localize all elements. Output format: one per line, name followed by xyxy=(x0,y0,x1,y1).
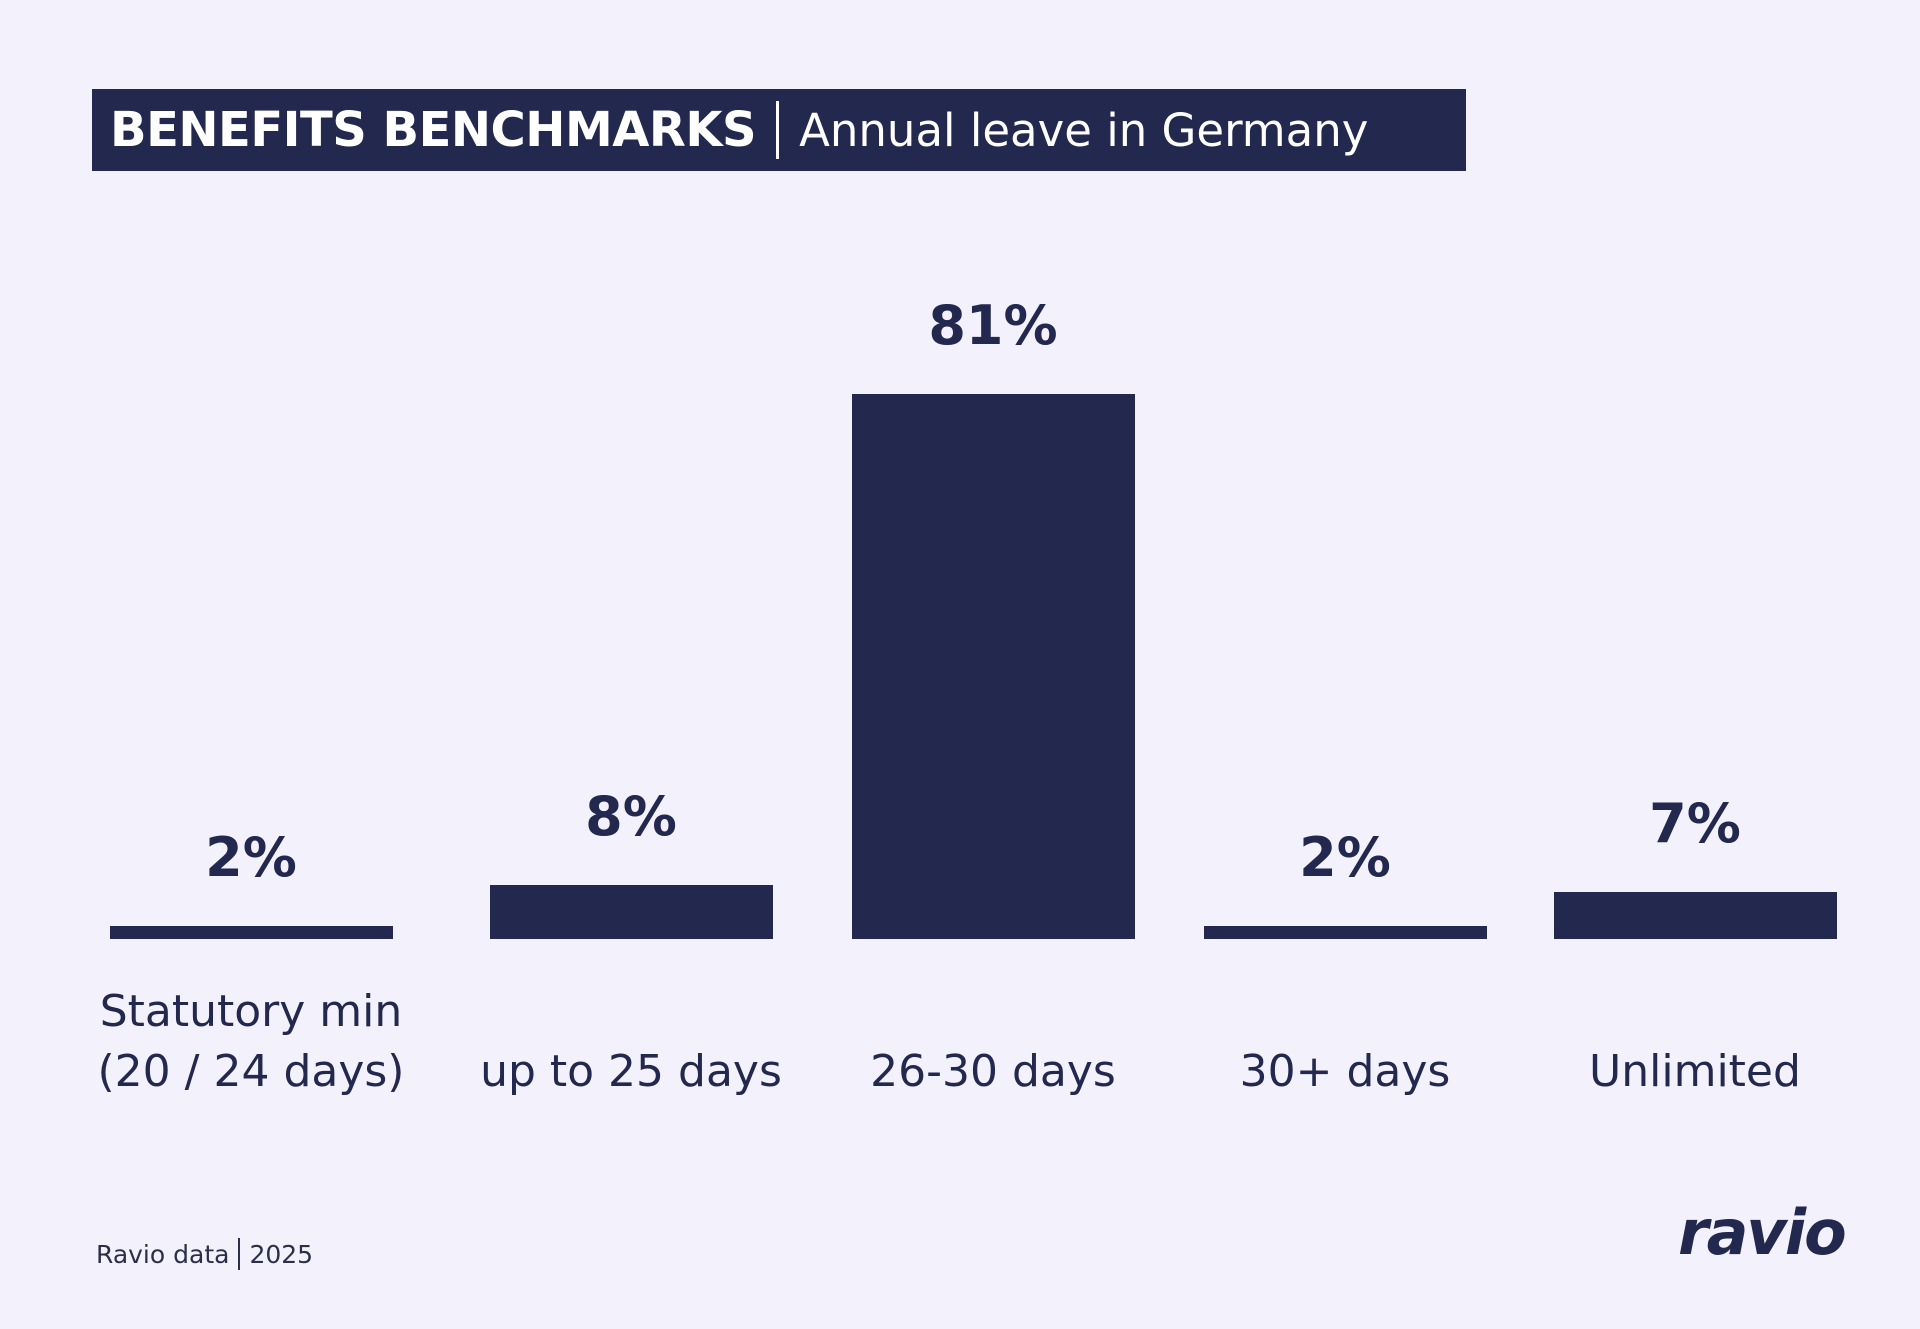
bar xyxy=(1203,925,1487,939)
value-label: 81% xyxy=(928,294,1058,357)
chart-title: BENEFITS BENCHMARKS xyxy=(110,102,757,158)
value-label: 7% xyxy=(1649,791,1741,855)
value-label: 2% xyxy=(205,825,297,889)
chart-subtitle: Annual leave in Germany xyxy=(799,103,1369,157)
source: Ravio data xyxy=(96,1239,230,1269)
year: 2025 xyxy=(249,1239,314,1269)
x-tick-label: up to 25 days xyxy=(480,1046,782,1097)
value-label: 8% xyxy=(585,785,677,849)
bar xyxy=(489,885,773,939)
x-tick-label: 26-30 days xyxy=(870,1046,1116,1097)
title-divider xyxy=(776,101,780,159)
bar xyxy=(851,394,1135,939)
bar xyxy=(109,925,393,939)
footer: Ravio data 2025 xyxy=(96,1238,313,1270)
value-label: 2% xyxy=(1299,825,1391,889)
x-tick-label: Statutory min (20 / 24 days) xyxy=(97,986,405,1097)
title-banner: BENEFITS BENCHMARKS Annual leave in Germ… xyxy=(92,89,1466,171)
footer-divider xyxy=(238,1238,241,1270)
x-tick-label: 30+ days xyxy=(1239,1046,1451,1097)
logo: ravio xyxy=(1678,1196,1847,1269)
x-tick-label: Unlimited xyxy=(1589,1046,1801,1097)
bar xyxy=(1553,891,1837,939)
